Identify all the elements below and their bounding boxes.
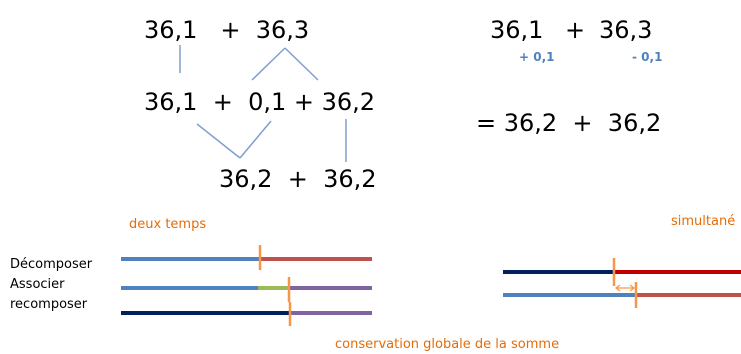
equation-line-2: 36,1 + 0,1 + 36,2 — [144, 88, 376, 116]
connector-36-3-right — [284, 47, 319, 81]
label-conservation: conservation globale de la somme — [335, 337, 560, 352]
right-term-left: 36,1 — [490, 16, 544, 44]
shift-arrow-head-right — [629, 284, 635, 292]
right-plus: + — [565, 16, 586, 44]
label-decomposer: Décomposer — [10, 257, 93, 272]
connector-36-3-left — [251, 47, 286, 81]
adjustment-minus: - 0,1 — [632, 50, 663, 64]
label-deux-temps: deux temps — [129, 217, 207, 232]
shift-arrow-head-left — [615, 284, 621, 292]
connector-assoc-right — [239, 120, 272, 159]
adjustment-plus: + 0,1 — [519, 50, 555, 64]
right-term-right: 36,3 — [599, 16, 653, 44]
connector-assoc-left — [196, 123, 241, 159]
label-simultane: simultané — [671, 214, 736, 229]
label-recomposer: recomposer — [10, 297, 88, 312]
equation-line-3: 36,2 + 36,2 — [219, 165, 377, 193]
right-result: = 36,2 + 36,2 — [476, 109, 662, 137]
label-associer: Associer — [10, 277, 65, 292]
equation-line-1: 36,1 + 36,3 — [144, 16, 310, 44]
